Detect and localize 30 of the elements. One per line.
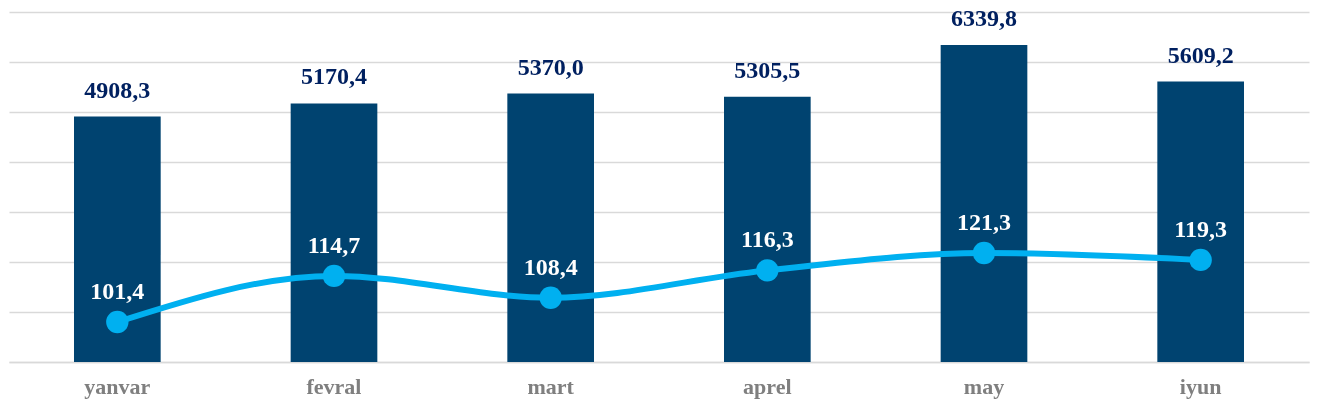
point [322, 264, 346, 288]
bar [290, 103, 378, 362]
x-tick-label: aprel [743, 373, 792, 399]
point [539, 286, 562, 309]
data-label: 108,4 [523, 253, 578, 280]
x-tick-label: yanvar [84, 373, 151, 399]
data-label: 121,3 [957, 209, 1011, 235]
data-label: 5170,4 [301, 63, 367, 90]
bar [507, 93, 594, 362]
x-tick-label: mart [527, 373, 575, 399]
bar [724, 96, 811, 362]
data-label: 6339,8 [951, 5, 1017, 32]
point [972, 241, 996, 265]
data-label: 5370,0 [517, 53, 584, 80]
bar [1157, 81, 1244, 362]
x-tick-label: fevral [306, 373, 362, 399]
data-label: 101,4 [90, 278, 145, 304]
bar [74, 116, 161, 362]
data-label: 4908,3 [84, 76, 151, 103]
point [756, 259, 779, 282]
bar [940, 45, 1028, 362]
point [1189, 248, 1212, 272]
data-label: 5305,5 [734, 56, 801, 83]
x-tick-label: may [963, 373, 1005, 399]
data-label: 5609,2 [1167, 41, 1234, 68]
data-label: 114,7 [307, 231, 361, 258]
data-label: 116,3 [740, 226, 794, 253]
x-tick-label: iyun [1179, 373, 1222, 399]
data-label: 119,3 [1174, 215, 1228, 242]
point [106, 310, 129, 334]
